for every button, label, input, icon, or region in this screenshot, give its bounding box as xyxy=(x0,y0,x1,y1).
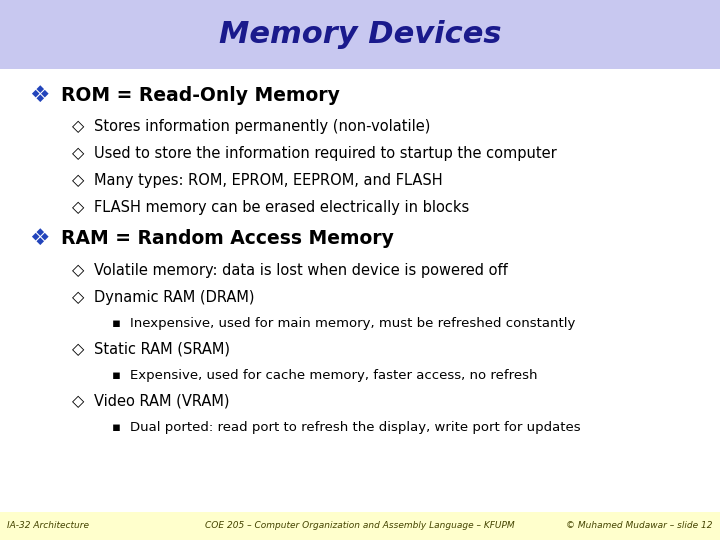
Text: Used to store the information required to startup the computer: Used to store the information required t… xyxy=(94,146,557,161)
Text: Volatile memory: data is lost when device is powered off: Volatile memory: data is lost when devic… xyxy=(94,263,508,278)
Text: ❖: ❖ xyxy=(29,227,49,250)
Text: IA-32 Architecture: IA-32 Architecture xyxy=(7,522,89,530)
Text: Memory Devices: Memory Devices xyxy=(219,20,501,49)
Text: ◇: ◇ xyxy=(72,263,84,278)
Text: ◇: ◇ xyxy=(72,290,84,305)
Text: Static RAM (SRAM): Static RAM (SRAM) xyxy=(94,342,230,357)
Text: Many types: ROM, EPROM, EEPROM, and FLASH: Many types: ROM, EPROM, EEPROM, and FLAS… xyxy=(94,173,442,188)
Text: ▪: ▪ xyxy=(112,369,121,382)
FancyBboxPatch shape xyxy=(0,0,720,69)
Text: ◇: ◇ xyxy=(72,173,84,188)
Text: ◇: ◇ xyxy=(72,342,84,357)
Text: FLASH memory can be erased electrically in blocks: FLASH memory can be erased electrically … xyxy=(94,200,469,215)
Text: ◇: ◇ xyxy=(72,200,84,215)
Text: ▪: ▪ xyxy=(112,421,121,434)
FancyBboxPatch shape xyxy=(0,512,720,540)
Text: © Muhamed Mudawar – slide 12: © Muhamed Mudawar – slide 12 xyxy=(567,522,713,530)
Text: ◇: ◇ xyxy=(72,146,84,161)
Text: Dual ported: read port to refresh the display, write port for updates: Dual ported: read port to refresh the di… xyxy=(130,421,580,434)
Text: ◇: ◇ xyxy=(72,119,84,134)
Text: ❖: ❖ xyxy=(29,84,49,106)
Text: ◇: ◇ xyxy=(72,394,84,409)
Text: RAM = Random Access Memory: RAM = Random Access Memory xyxy=(61,229,394,248)
Text: Stores information permanently (non-volatile): Stores information permanently (non-vola… xyxy=(94,119,430,134)
Text: ▪: ▪ xyxy=(112,317,121,330)
Text: Video RAM (VRAM): Video RAM (VRAM) xyxy=(94,394,229,409)
Text: Inexpensive, used for main memory, must be refreshed constantly: Inexpensive, used for main memory, must … xyxy=(130,317,575,330)
Text: Expensive, used for cache memory, faster access, no refresh: Expensive, used for cache memory, faster… xyxy=(130,369,537,382)
Text: ROM = Read-Only Memory: ROM = Read-Only Memory xyxy=(61,85,340,105)
Text: COE 205 – Computer Organization and Assembly Language – KFUPM: COE 205 – Computer Organization and Asse… xyxy=(205,522,515,530)
Text: Dynamic RAM (DRAM): Dynamic RAM (DRAM) xyxy=(94,290,254,305)
